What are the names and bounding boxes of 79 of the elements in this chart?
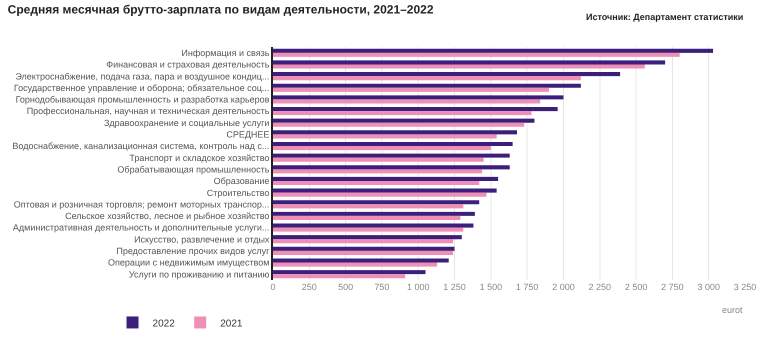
bar	[273, 274, 406, 278]
y-tick-label: Здравоохранение и социальные услуги	[104, 118, 270, 128]
bar	[273, 262, 438, 267]
bar	[273, 188, 497, 193]
bar	[273, 224, 474, 228]
bar	[273, 250, 454, 255]
bar	[273, 88, 549, 92]
y-tick-label: Информация и связь	[181, 48, 270, 58]
bar	[273, 158, 484, 162]
y-tick-label: Операции с недвижимым имуществом	[108, 258, 270, 268]
bar	[273, 176, 498, 181]
x-tick-label: 2 250	[588, 282, 612, 292]
bar	[273, 99, 540, 104]
y-tick-label: Водоснабжение, канализационная система, контроль над с...	[12, 141, 270, 152]
bar	[273, 228, 464, 232]
bar	[273, 60, 666, 64]
x-tick-label: 3 250	[734, 282, 756, 292]
x-tick-label: 2 750	[661, 282, 684, 292]
x-tick-label: 1 500	[480, 282, 502, 292]
y-tick-label: Сельское хозяйство, лесное и рыбное хозяйство	[65, 211, 270, 222]
bar	[273, 270, 426, 274]
bar	[273, 134, 497, 138]
x-tick-label: 0	[270, 282, 276, 292]
bar	[273, 235, 462, 240]
y-tick-label: Оптовая и розничная торговля; ремонт моторных транспор...	[14, 199, 270, 210]
x-tick-label: 1 000	[406, 282, 430, 292]
bar	[273, 142, 513, 146]
bar	[273, 72, 620, 76]
bar	[273, 52, 680, 57]
bar	[273, 204, 464, 208]
bar	[273, 111, 532, 116]
bar	[273, 216, 460, 220]
y-tick-label: Обрабатывающая промышленность	[117, 164, 270, 174]
y-tick-label: Образование	[214, 176, 270, 186]
bar	[273, 165, 510, 170]
bar	[273, 239, 454, 244]
y-tick-label: Финансовая и страховая деятельность	[106, 60, 270, 70]
legend-label: 2022	[152, 318, 176, 330]
bar	[273, 76, 581, 80]
bar	[273, 130, 517, 134]
x-tick-label: 2 000	[552, 282, 575, 292]
y-tick-label: Искусство, развлечение и отдых	[134, 234, 270, 244]
bar	[273, 169, 482, 174]
y-tick-label: Услуги по проживанию и питанию	[128, 269, 270, 280]
y-tick-label: Профессиональная, научная и техническая деятельность	[26, 106, 270, 116]
text: Источник: Департамент статистики	[586, 12, 744, 22]
bar	[273, 180, 480, 186]
y-tick-label: Транспорт и складское хозяйство	[129, 152, 270, 163]
chart-title: Средняя месячная брутто-зарплата по видам деятельности, 2021–2022	[8, 2, 434, 17]
bar	[273, 122, 524, 127]
bar	[273, 107, 558, 112]
bar	[273, 146, 491, 150]
y-tick-label: Государственное управление и оборона; обязательное соц...	[14, 82, 270, 93]
x-tick-label: 2 500	[624, 282, 648, 292]
bar	[273, 192, 486, 197]
bar	[273, 258, 449, 263]
bar	[273, 118, 534, 123]
x-tick-label: 250	[302, 282, 317, 292]
y-tick-label: СРЕДНЕЕ	[226, 130, 270, 140]
x-tick-label: 750	[374, 282, 390, 292]
bar	[273, 200, 480, 204]
y-tick-label: Административная деятельность и дополнительные услуги...	[12, 222, 270, 233]
bar	[273, 48, 714, 53]
x-tick-label: 1 250	[443, 282, 466, 292]
y-tick-label: Строительство	[206, 188, 270, 198]
bar	[273, 246, 455, 251]
x-tick-label: 500	[338, 282, 354, 292]
legend-label: 2021	[220, 318, 243, 330]
bar	[273, 84, 581, 88]
bar	[273, 64, 645, 69]
x-axis-title: eurot	[722, 305, 744, 315]
bar	[273, 212, 475, 216]
x-tick-label: 3 000	[697, 282, 720, 292]
bar	[273, 154, 510, 158]
y-tick-label: Электроснабжение, подача газа, пара и воздушное кондиц...	[15, 71, 270, 82]
x-tick-label: 1 750	[516, 282, 538, 292]
bar	[273, 95, 564, 100]
y-tick-label: Предоставление прочих видов услуг	[116, 246, 270, 256]
y-tick-label: Горнодобывающая промышленность и разработка карьеров	[16, 94, 270, 105]
